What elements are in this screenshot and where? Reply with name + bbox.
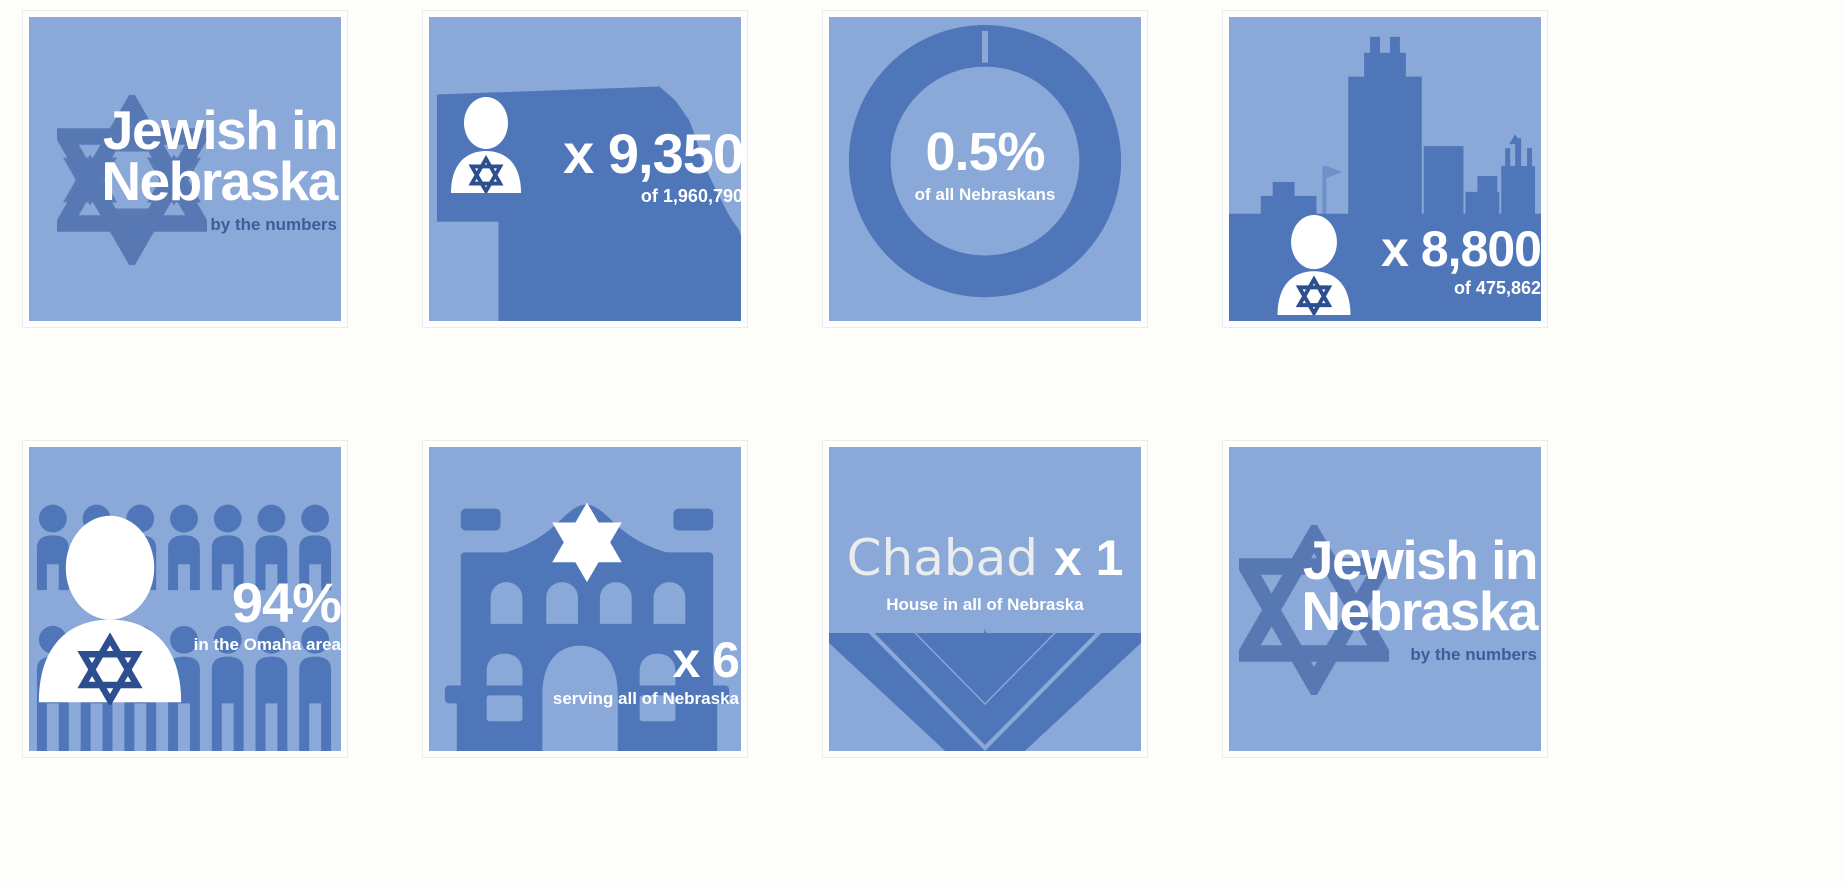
title-line-2: Nebraska <box>101 150 338 213</box>
star-of-david-icon <box>57 95 207 265</box>
card-canvas: 0.5% of all Nebraskans <box>829 17 1141 321</box>
title-line-1: Jewish in <box>1302 529 1539 591</box>
star-of-david-icon <box>552 502 622 583</box>
card-canvas: x 8,800 of 475,862 <box>1229 17 1541 321</box>
star-of-david-icon <box>1239 525 1389 695</box>
omaha-share-text-block: 94% in the Omaha area <box>194 575 341 655</box>
card-canvas: 94% in the Omaha area <box>29 447 341 751</box>
donut-chart <box>848 24 1122 298</box>
person-with-star-icon <box>451 97 521 193</box>
chabad-multiplier: x 1 <box>1053 530 1124 586</box>
card-canvas: x 6 serving all of Nebraska <box>429 447 741 751</box>
card-canvas: x 9,350 of 1,960,790 <box>429 17 741 321</box>
omaha-share-percent: 94% <box>231 571 341 634</box>
population-total: of 1,960,790 <box>640 186 741 207</box>
card-title-bottom[interactable]: Jewish in Nebraska by the numbers <box>1222 440 1548 758</box>
donut-center-label: 0.5% of all Nebraskans <box>829 125 1141 205</box>
chabad-title-block: Chabad x 1 House in all of Nebraska <box>829 529 1141 615</box>
synagogue-icon <box>444 502 730 751</box>
person-with-star-icon <box>1277 215 1351 315</box>
chabad-name: Chabad <box>846 529 1038 587</box>
card-omaha-population[interactable]: x 8,800 of 475,862 <box>1222 10 1548 328</box>
title-text-block: Jewish in Nebraska by the numbers <box>1301 529 1539 665</box>
title-byline: by the numbers <box>210 215 337 235</box>
synagogue-text-block: x 6 serving all of Nebraska <box>552 632 740 709</box>
title-byline: by the numbers <box>1410 645 1537 665</box>
card-percent-of-nebraskans[interactable]: 0.5% of all Nebraskans <box>822 10 1148 328</box>
donut-caption: of all Nebraskans <box>914 185 1056 204</box>
title-text-block: Jewish in Nebraska by the numbers <box>101 99 339 235</box>
donut-percent: 0.5% <box>925 122 1045 182</box>
synagogue-count: x 6 <box>672 632 740 688</box>
flame-icon <box>967 627 1003 689</box>
omaha-share-caption: in the Omaha area <box>193 635 341 654</box>
card-canvas: Chabad x 1 House in all of Nebraska <box>829 447 1141 751</box>
card-omaha-share[interactable]: 94% in the Omaha area <box>22 440 348 758</box>
card-title-top[interactable]: Jewish in Nebraska by the numbers <box>22 10 348 328</box>
population-number: x 9,350 <box>563 122 741 185</box>
card-synagogues[interactable]: x 6 serving all of Nebraska <box>422 440 748 758</box>
title-line-2: Nebraska <box>1301 580 1538 643</box>
population-text-block: x 9,350 of 1,960,790 <box>563 122 741 207</box>
title-line-1: Jewish in <box>102 99 339 161</box>
nebraska-map-shape <box>436 86 741 321</box>
omaha-text-block: x 8,800 of 475,862 <box>1381 224 1541 299</box>
omaha-number: x 8,800 <box>1381 221 1541 277</box>
card-canvas: Jewish in Nebraska by the numbers <box>29 17 341 321</box>
chabad-caption: House in all of Nebraska <box>886 595 1084 614</box>
card-nebraska-population[interactable]: x 9,350 of 1,960,790 <box>422 10 748 328</box>
person-with-star-icon-highlight <box>38 515 182 705</box>
card-canvas: Jewish in Nebraska by the numbers <box>1229 447 1541 751</box>
synagogue-caption: serving all of Nebraska <box>552 689 739 708</box>
omaha-total: of 475,862 <box>1453 278 1541 298</box>
flame-wrap <box>829 625 1141 696</box>
card-chabad[interactable]: Chabad x 1 House in all of Nebraska <box>822 440 1148 758</box>
